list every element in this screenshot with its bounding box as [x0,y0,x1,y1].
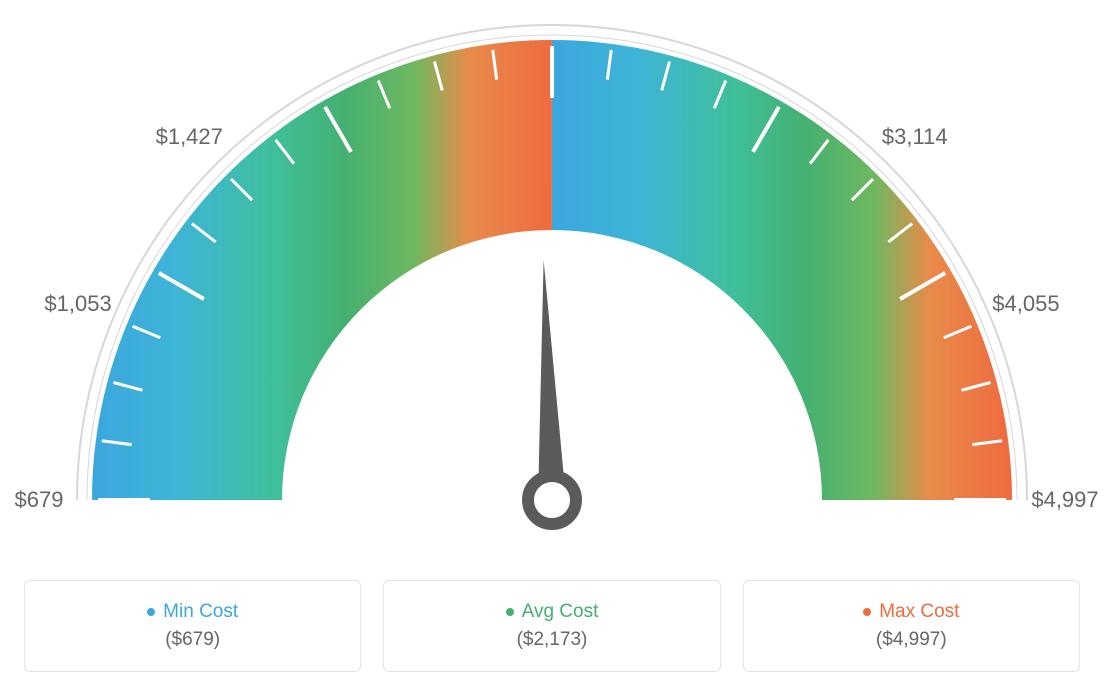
legend-avg-dot [506,608,514,616]
legend-max-title: Max Cost [863,601,959,623]
legend-avg-value: ($2,173) [517,629,588,651]
gauge-svg [0,0,1104,560]
legend-min-value: ($679) [165,629,220,651]
legend-avg-label: Avg Cost [522,601,599,623]
cost-gauge-widget: $679$1,053$1,427$2,173$3,114$4,055$4,997… [0,0,1104,690]
gauge-area: $679$1,053$1,427$2,173$3,114$4,055$4,997 [0,0,1104,560]
legend-min-title: Min Cost [147,601,238,623]
legend-max-dot [863,608,871,616]
gauge-tick-label: $4,055 [992,291,1059,317]
legend-min-box: Min Cost ($679) [24,580,361,672]
gauge-tick-label: $3,114 [882,124,948,150]
legend-row: Min Cost ($679) Avg Cost ($2,173) Max Co… [0,580,1104,690]
legend-min-label: Min Cost [163,601,238,623]
legend-min-dot [147,608,155,616]
legend-avg-title: Avg Cost [506,601,599,623]
legend-max-box: Max Cost ($4,997) [743,580,1080,672]
gauge-tick-label: $1,427 [156,124,223,150]
gauge-tick-label: $679 [15,487,64,513]
legend-avg-box: Avg Cost ($2,173) [383,580,720,672]
gauge-tick-label: $1,053 [44,291,111,317]
gauge-tick-label: $4,997 [1031,487,1098,513]
legend-max-value: ($4,997) [876,629,947,651]
legend-max-label: Max Cost [879,601,959,623]
